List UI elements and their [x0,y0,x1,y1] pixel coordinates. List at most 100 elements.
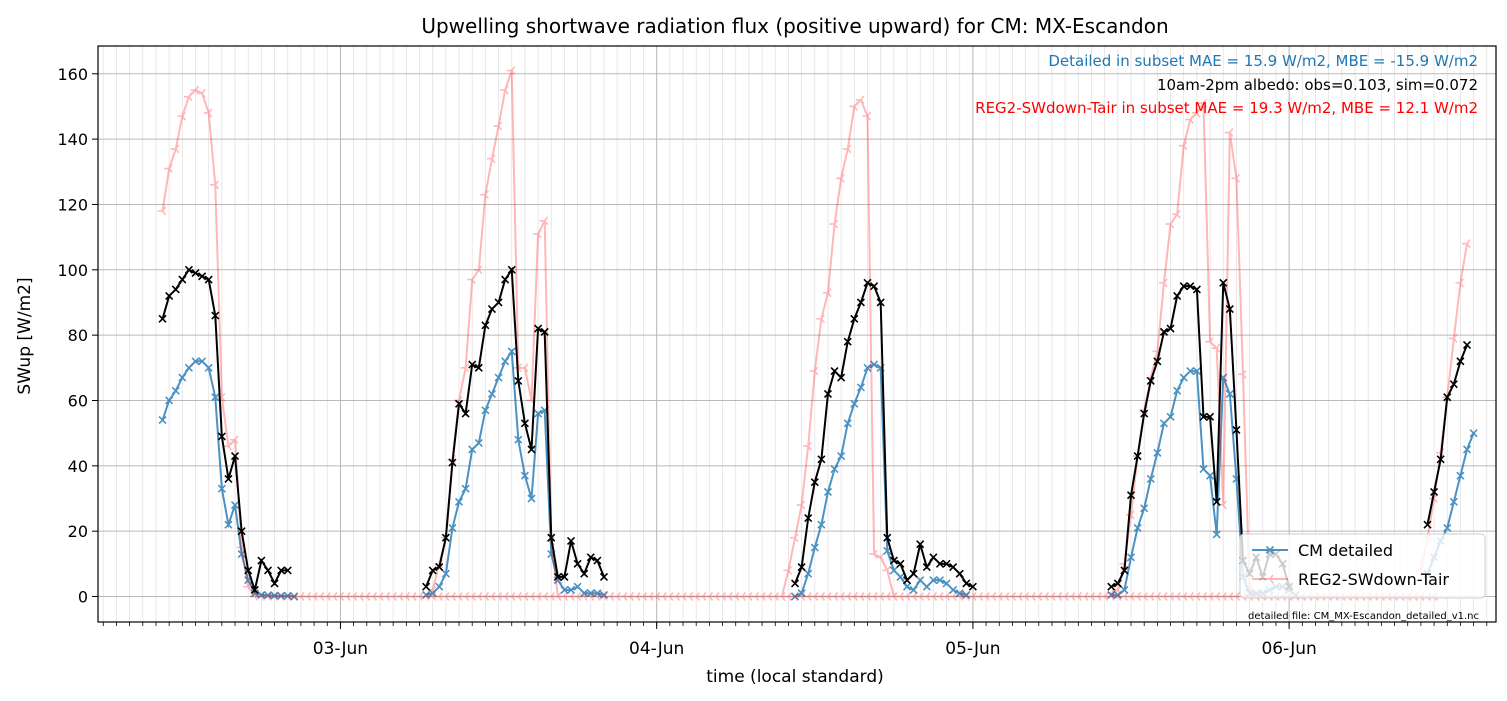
data-point [1040,592,1050,601]
data-point [842,144,852,154]
data-point [447,592,457,601]
data-point [1456,471,1465,480]
data-point [862,592,872,601]
data-point [1238,369,1247,379]
legend-handle-1 [1252,574,1288,584]
data-point [605,592,615,601]
data-point [836,173,845,183]
data-point [949,585,958,595]
data-point [954,592,964,601]
data-point [750,592,760,601]
data-point [1423,520,1432,529]
data-point [1443,393,1452,402]
data-point [191,357,200,366]
data-point [863,278,872,287]
data-point [856,298,865,307]
data-point [506,592,516,601]
data-point [519,592,529,601]
data-point [328,592,338,601]
data-point [435,582,444,591]
data-point [290,592,299,601]
data-point [1073,592,1082,601]
data-point [830,367,839,376]
data-point [1126,553,1136,562]
data-point [889,556,898,565]
data-point [441,569,450,578]
data-point [1455,278,1465,288]
series-0 [158,347,1478,601]
data-point [829,219,839,229]
data-point [552,592,562,601]
data-point [440,592,450,601]
data-point [909,585,918,595]
data-point [157,206,167,216]
data-point [243,582,252,592]
data-point [902,592,911,601]
axes-frame [97,45,1497,623]
data-point [929,576,938,585]
data-point [942,559,951,568]
data-point [1120,585,1129,595]
data-point [1145,592,1155,601]
data-point [468,445,477,454]
data-point [968,582,977,591]
data-point [822,592,832,601]
data-point [540,327,549,336]
data-point [454,399,464,408]
data-point [1449,380,1458,389]
data-point [237,549,246,559]
data-point [830,465,839,474]
data-point [1086,592,1096,601]
y-tick-label: 60 [68,391,88,410]
data-point [435,563,444,572]
data-point [987,592,997,601]
data-point [381,592,391,601]
data-point [513,592,522,601]
y-tick-label: 140 [57,130,88,149]
data-point [184,265,193,274]
data-point [1140,409,1149,418]
data-point [1225,389,1234,399]
data-point [211,311,220,320]
data-point [493,121,503,131]
legend-label-reg2: REG2-SWdown-Tair [1298,570,1449,589]
series-line [1110,100,1257,598]
data-point [1185,592,1194,601]
data-point [1165,219,1175,229]
data-point [178,373,187,382]
data-point [1165,592,1175,601]
y-tick-label: 120 [57,195,88,214]
data-point [263,591,273,600]
data-point [1126,592,1135,601]
data-point [922,563,931,572]
data-point [822,288,832,298]
annotation-reg2-stats: REG2-SWdown-Tair in subset MAE = 19.3 W/… [975,99,1478,117]
data-point [401,592,410,601]
y-axis-label: SWup [W/m2] [15,277,35,394]
data-point [171,285,180,294]
data-point [1225,304,1234,314]
data-point [500,85,509,95]
data-point [230,451,240,461]
data-point [361,592,371,601]
data-point [158,314,167,323]
data-point [454,592,463,601]
data-point [967,592,977,601]
series-1 [157,66,1471,601]
data-point [1456,357,1465,366]
data-point [277,566,286,575]
data-point [547,533,556,542]
data-point [580,589,589,598]
data-point [481,406,490,415]
data-point [948,592,957,601]
data-point [572,592,582,601]
legend-marker [1265,574,1274,584]
data-point [1159,327,1169,336]
data-point [1166,324,1175,333]
data-point [804,569,813,578]
data-point [539,592,549,601]
data-point [467,275,476,285]
data-point [863,363,872,372]
y-tick-label: 160 [57,65,88,84]
data-point [1113,579,1122,588]
